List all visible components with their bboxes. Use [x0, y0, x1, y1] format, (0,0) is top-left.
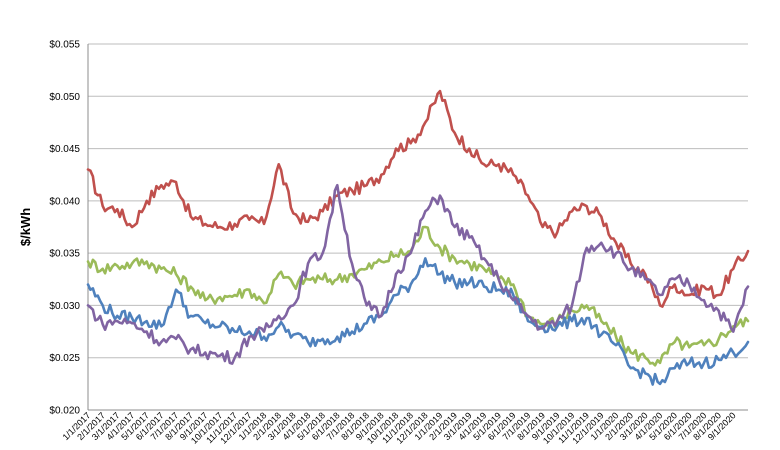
series-line	[86, 257, 750, 386]
y-tick-label: $0.040	[49, 196, 80, 207]
y-tick-label: $0.045	[49, 144, 80, 155]
series-line	[86, 225, 750, 367]
y-tick-label: $0.050	[49, 92, 80, 103]
y-tick-label: $0.055	[49, 40, 80, 51]
y-tick-label: $0.020	[49, 406, 80, 417]
x-tick-labels: 1/1/20172/1/20173/1/20174/1/20175/1/2017…	[61, 410, 738, 445]
y-axis-label: $/kWh	[18, 208, 33, 246]
grid-lines	[87, 43, 748, 411]
y-tick-labels: $0.020 $0.025 $0.030 $0.035 $0.040 $0.045 $0.0…	[49, 40, 80, 417]
series-line	[86, 183, 750, 365]
y-tick-label: $0.025	[49, 353, 80, 364]
y-tick-label: $0.030	[49, 301, 80, 312]
series-lines	[86, 89, 750, 386]
y-tick-label: $0.035	[49, 249, 80, 260]
